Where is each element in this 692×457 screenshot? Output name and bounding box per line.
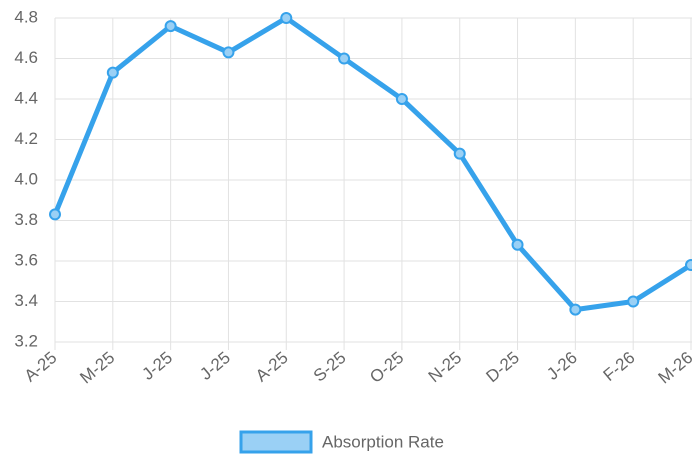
x-tick-label: A-25 (252, 348, 292, 386)
x-tick-label: F-26 (600, 348, 639, 385)
point (280, 12, 293, 24)
point (627, 295, 640, 308)
y-tick-label: 3.8 (14, 210, 38, 229)
point (569, 303, 582, 316)
point (685, 259, 692, 272)
legend-swatch (239, 430, 313, 454)
x-tick-label: J-25 (196, 348, 234, 384)
point (511, 238, 524, 251)
x-tick-label: J-26 (543, 348, 581, 384)
x-tick-label: M-26 (655, 348, 692, 387)
x-tick-label: N-25 (425, 348, 465, 386)
y-tick-label: 4.2 (14, 129, 38, 148)
point (106, 66, 119, 79)
x-tick-label: O-25 (366, 348, 407, 387)
x-tick-label: S-25 (310, 348, 350, 386)
point (453, 147, 466, 160)
legend-label: Absorption Rate (322, 432, 444, 451)
y-tick-label: 4.8 (14, 7, 38, 26)
y-tick-label: 3.2 (14, 331, 38, 350)
point (338, 52, 351, 65)
y-tick-label: 3.4 (14, 291, 38, 310)
point (164, 20, 177, 33)
y-tick-label: 4.0 (14, 169, 38, 188)
x-tick-label: D-25 (483, 348, 523, 386)
x-tick-label: J-25 (139, 348, 177, 384)
y-tick-label: 4.6 (14, 48, 38, 67)
line (52, 15, 692, 313)
y-tick-label: 4.4 (14, 88, 38, 107)
x-tick-label: M-25 (76, 348, 118, 387)
x-tick-label: A-25 (21, 348, 61, 386)
point (49, 208, 61, 221)
y-tick-label: 3.6 (14, 250, 38, 269)
point (222, 46, 235, 59)
point (395, 93, 408, 105)
